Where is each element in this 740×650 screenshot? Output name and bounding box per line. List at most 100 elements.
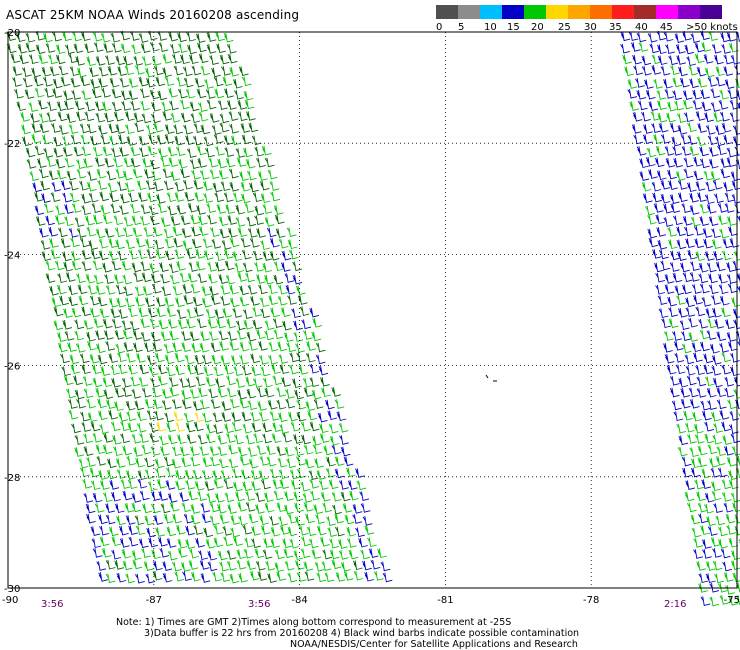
wind-barb — [719, 410, 730, 420]
wind-barb — [287, 572, 298, 583]
wind-barb — [727, 399, 738, 410]
lon-tick-label: -78 — [583, 595, 599, 606]
wind-barb — [43, 203, 54, 213]
wind-barb — [175, 365, 185, 376]
wind-barb — [306, 526, 317, 537]
wind-barb — [220, 572, 231, 582]
wind-barb — [98, 78, 108, 88]
wind-barb — [690, 216, 701, 227]
wind-barb — [132, 168, 143, 179]
wind-barb — [688, 317, 698, 328]
wind-barb — [6, 43, 17, 54]
wind-barb — [35, 44, 46, 55]
wind-barb — [245, 158, 256, 169]
wind-barb — [164, 134, 175, 144]
wind-barb — [291, 308, 302, 319]
wind-barb — [176, 77, 187, 87]
wind-barb — [222, 308, 233, 318]
wind-barb — [715, 456, 726, 466]
wind-barb — [159, 262, 169, 272]
wind-barb — [49, 286, 59, 296]
wind-barb — [697, 123, 708, 133]
wind-barb — [166, 538, 177, 548]
wind-barb — [664, 89, 675, 99]
wind-barb — [726, 262, 737, 272]
wind-barb — [135, 525, 146, 536]
wind-barb — [311, 549, 322, 559]
wind-barb — [188, 54, 199, 65]
wind-barb — [656, 90, 667, 100]
wind-barb — [676, 55, 687, 65]
wind-barb — [232, 468, 242, 479]
wind-barb — [236, 157, 247, 167]
wind-barb — [349, 490, 359, 501]
wind-barb — [202, 412, 212, 423]
wind-barb — [31, 67, 41, 78]
wind-barb — [163, 513, 174, 524]
wind-barb — [252, 319, 263, 330]
wind-barb — [700, 89, 711, 100]
wind-barb — [309, 421, 320, 432]
wind-barb — [702, 228, 713, 238]
wind-barb — [180, 215, 191, 225]
wind-barb — [179, 378, 190, 388]
wind-barb — [279, 525, 290, 535]
wind-barb — [633, 65, 644, 76]
wind-barb — [160, 331, 171, 341]
wind-barb — [229, 67, 240, 77]
wind-barb — [318, 480, 329, 490]
wind-barb — [684, 422, 695, 433]
wind-barb — [80, 134, 91, 145]
wind-barb — [62, 136, 72, 146]
wind-barb — [248, 513, 259, 524]
wind-barb — [715, 515, 726, 526]
wind-barb — [348, 549, 359, 560]
wind-barb — [200, 503, 211, 513]
wind-barb — [122, 387, 132, 397]
wind-barb — [215, 31, 226, 42]
wind-barb — [98, 470, 109, 480]
wind-barb — [665, 44, 675, 54]
wind-barb — [311, 389, 322, 400]
wind-barb — [38, 168, 49, 179]
wind-barb — [129, 31, 140, 41]
wind-barb — [657, 55, 668, 66]
wind-barb — [181, 389, 191, 400]
wind-barb — [267, 169, 278, 180]
wind-barb — [128, 525, 138, 535]
wind-barb — [652, 192, 663, 203]
wind-barb — [256, 228, 266, 238]
wind-barb — [237, 502, 248, 512]
wind-barb — [115, 169, 126, 179]
wind-barb — [254, 146, 265, 157]
wind-barb — [244, 203, 255, 213]
wind-barb — [121, 101, 132, 111]
wind-barb — [182, 240, 193, 250]
wind-barb — [141, 548, 151, 558]
wind-barb — [91, 538, 102, 549]
wind-barb — [233, 536, 243, 547]
wind-barb — [278, 469, 289, 480]
wind-barb — [306, 341, 316, 351]
wind-barb — [32, 182, 43, 193]
wind-barb — [88, 192, 99, 203]
wind-barb — [160, 157, 171, 167]
colorbar-swatch — [590, 5, 612, 19]
wind-barb — [200, 124, 211, 135]
colorbar-label: 35 — [609, 22, 622, 33]
wind-barb — [53, 147, 64, 158]
wind-barb — [96, 343, 106, 354]
wind-barb — [193, 421, 204, 432]
wind-barb — [230, 355, 241, 365]
wind-barb — [194, 354, 205, 365]
wind-barb — [296, 352, 307, 363]
wind-barb — [37, 99, 48, 110]
wind-barb — [137, 478, 148, 489]
wind-barb — [698, 573, 709, 584]
wind-barb — [44, 88, 55, 98]
wind-barb — [117, 250, 127, 261]
wind-barb — [207, 214, 217, 225]
wind-barb — [683, 226, 694, 237]
wind-barb — [367, 537, 377, 548]
wind-barb — [672, 272, 683, 283]
